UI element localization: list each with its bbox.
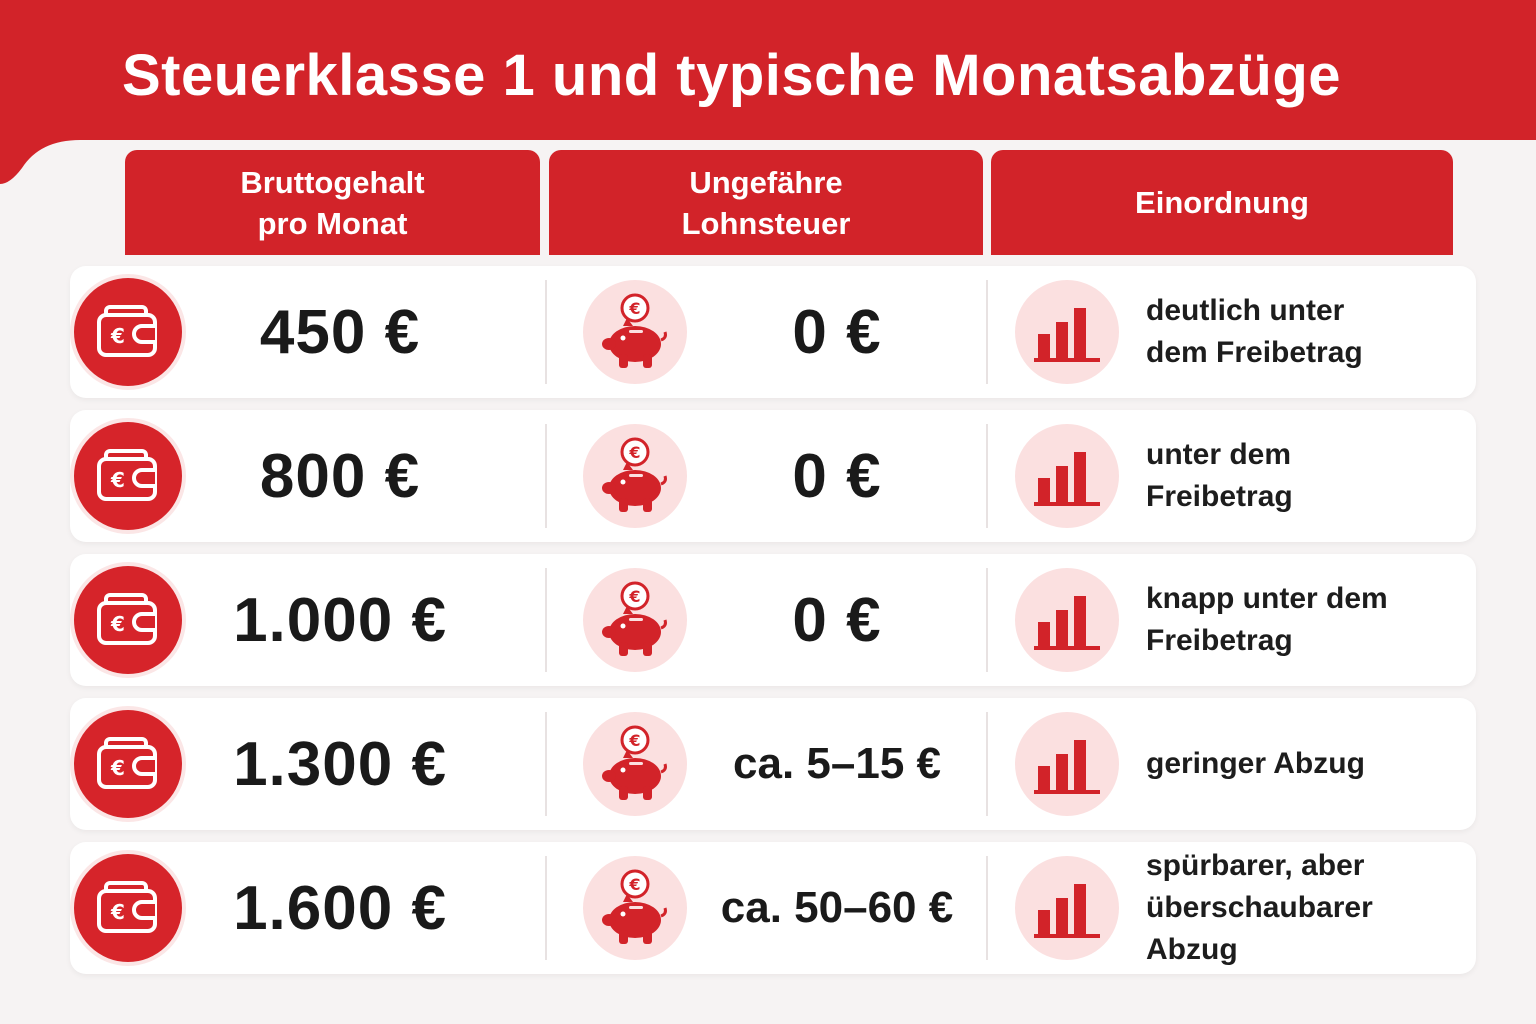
- classification-line1: spürbarer, aber: [1146, 849, 1365, 882]
- column-divider: [545, 712, 547, 816]
- header-classification-line1: Einordnung: [1135, 185, 1309, 220]
- table-row: € 1.600 € € ca. 50–60 € spürbarer, aber ü…: [70, 842, 1476, 974]
- classification-line1: geringer Abzug: [1146, 747, 1365, 780]
- column-divider: [545, 856, 547, 960]
- wallet-icon: €: [70, 274, 186, 390]
- income-tax: 0 €: [792, 441, 882, 511]
- gross-salary: 800 €: [259, 441, 421, 511]
- column-divider: [545, 568, 547, 672]
- header-classification: Einordnung: [991, 150, 1453, 255]
- income-tax: ca. 5–15 €: [733, 739, 941, 788]
- wallet-icon: €: [70, 418, 186, 534]
- header-gross-line1: Bruttogehalt: [240, 164, 425, 200]
- table-row: € 1.000 € € 0 € knapp unter dem Freibetra…: [70, 554, 1476, 686]
- header-tax: Ungefähre Lohnsteuer: [549, 150, 983, 255]
- piggy-bank-icon: €: [583, 280, 687, 384]
- piggy-bank-icon: €: [583, 712, 687, 816]
- header-gross-line2: pro Monat: [257, 205, 408, 241]
- gross-salary: 450 €: [259, 297, 421, 367]
- wallet-icon: €: [70, 562, 186, 678]
- svg-text:€: €: [110, 468, 125, 492]
- classification: unter dem Freibetrag: [1146, 410, 1471, 542]
- wallet-icon: €: [70, 706, 186, 822]
- column-divider: [986, 856, 988, 960]
- header-tax-line2: Lohnsteuer: [681, 205, 851, 241]
- column-divider: [545, 280, 547, 384]
- svg-text:€: €: [628, 443, 640, 462]
- svg-text:€: €: [110, 900, 125, 924]
- table-row: € 450 € € 0 € deutlich unter dem Freibetr…: [70, 266, 1476, 398]
- gross-salary: 1.600 €: [233, 873, 447, 943]
- gross-salary: 1.300 €: [233, 729, 447, 799]
- classification-line1: deutlich unter: [1146, 294, 1345, 327]
- classification-line1: unter dem: [1146, 438, 1292, 471]
- bar-chart-icon: [1015, 856, 1119, 960]
- classification: geringer Abzug: [1146, 698, 1471, 830]
- svg-text:€: €: [628, 731, 640, 750]
- bar-chart-icon: [1015, 712, 1119, 816]
- classification-line2: Freibetrag: [1146, 624, 1293, 657]
- classification: deutlich unter dem Freibetrag: [1146, 266, 1471, 398]
- piggy-bank-icon: €: [583, 856, 687, 960]
- page-title: Steuerklasse 1 und typische Monatsabzüge: [122, 43, 1342, 108]
- bar-chart-icon: [1015, 280, 1119, 384]
- column-divider: [986, 424, 988, 528]
- income-tax: 0 €: [792, 297, 882, 367]
- svg-text:€: €: [628, 587, 640, 606]
- column-divider: [545, 424, 547, 528]
- table-row: € 1.300 € € ca. 5–15 € geringer Abzug: [70, 698, 1476, 830]
- column-divider: [986, 568, 988, 672]
- svg-text:€: €: [628, 299, 640, 318]
- piggy-bank-icon: €: [583, 424, 687, 528]
- income-tax: ca. 50–60 €: [720, 883, 954, 932]
- classification-line2: dem Freibetrag: [1146, 336, 1363, 369]
- svg-text:€: €: [110, 324, 125, 348]
- income-tax: 0 €: [792, 585, 882, 655]
- svg-text:€: €: [628, 875, 640, 894]
- header-gross: Bruttogehalt pro Monat: [125, 150, 540, 255]
- svg-text:€: €: [110, 612, 125, 636]
- column-divider: [986, 712, 988, 816]
- title-banner: [0, 0, 1536, 185]
- table-row: € 800 € € 0 € unter dem Freibetrag: [70, 410, 1476, 542]
- gross-salary: 1.000 €: [233, 585, 447, 655]
- classification: spürbarer, aber überschaubarer Abzug: [1146, 842, 1471, 974]
- classification-line1: knapp unter dem: [1146, 582, 1388, 615]
- classification-line2: Freibetrag: [1146, 480, 1293, 513]
- classification: knapp unter dem Freibetrag: [1146, 554, 1471, 686]
- svg-text:€: €: [110, 756, 125, 780]
- wallet-icon: €: [70, 850, 186, 966]
- column-divider: [986, 280, 988, 384]
- classification-line2: überschaubarer Abzug: [1146, 891, 1373, 966]
- bar-chart-icon: [1015, 424, 1119, 528]
- piggy-bank-icon: €: [583, 568, 687, 672]
- bar-chart-icon: [1015, 568, 1119, 672]
- header-tax-line1: Ungefähre: [689, 164, 843, 200]
